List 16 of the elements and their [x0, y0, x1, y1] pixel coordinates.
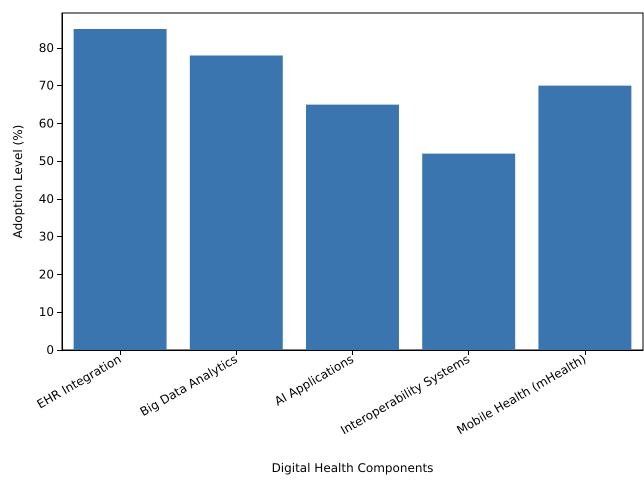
bar — [306, 104, 399, 350]
bar — [422, 154, 516, 350]
y-axis-title: Adoption Level (%) — [11, 124, 25, 238]
y-tick-label: 60 — [38, 116, 54, 130]
y-tick-label: 50 — [38, 154, 54, 168]
y-tick-label: 10 — [38, 305, 54, 320]
y-tick-label: 0 — [46, 343, 54, 357]
bar — [190, 55, 283, 350]
bar — [538, 86, 632, 350]
y-tick-label: 70 — [38, 78, 54, 93]
bar — [74, 29, 167, 350]
y-tick-label: 30 — [38, 230, 54, 244]
x-axis-title: Digital Health Components — [272, 461, 434, 475]
y-tick-label: 80 — [38, 40, 54, 55]
y-tick-label: 20 — [38, 267, 54, 282]
y-tick-label: 40 — [38, 192, 54, 206]
